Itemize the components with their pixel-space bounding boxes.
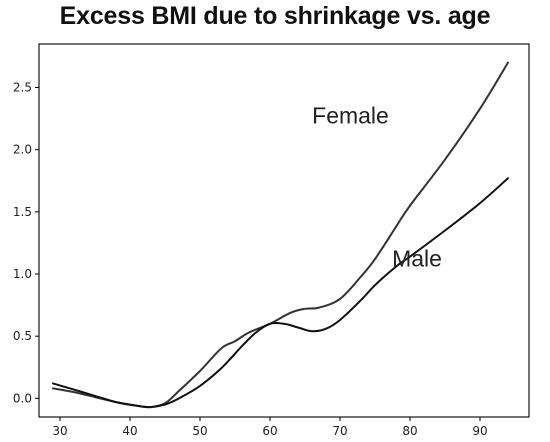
x-tick-label: 90 — [472, 424, 487, 438]
y-tick-label: 2.5 — [13, 81, 32, 95]
series-label-male: Male — [392, 246, 442, 272]
y-tick-label: 2.0 — [13, 143, 32, 157]
x-tick-label: 80 — [402, 424, 417, 438]
series-lines — [52, 61, 509, 409]
x-tick-label: 70 — [332, 424, 347, 438]
x-tick-label: 30 — [52, 424, 67, 438]
series-labels: Female Male — [312, 103, 442, 272]
y-tick-label: 1.0 — [13, 267, 32, 281]
x-axis: 30 40 50 60 70 80 90 — [52, 417, 488, 438]
y-tick-label: 0.0 — [13, 391, 32, 405]
y-tick-label: 1.5 — [13, 205, 32, 219]
series-line-male — [52, 177, 509, 409]
y-tick-label: 0.5 — [13, 329, 32, 343]
chart-title: Excess BMI due to shrinkage vs. age — [59, 2, 491, 30]
x-tick-label: 50 — [192, 424, 207, 438]
series-label-female: Female — [312, 103, 389, 129]
x-tick-label: 40 — [122, 424, 137, 438]
plot-frame — [38, 43, 530, 418]
y-axis: 0.0 0.5 1.0 1.5 2.0 2.5 — [13, 81, 39, 405]
x-tick-label: 60 — [262, 424, 277, 438]
